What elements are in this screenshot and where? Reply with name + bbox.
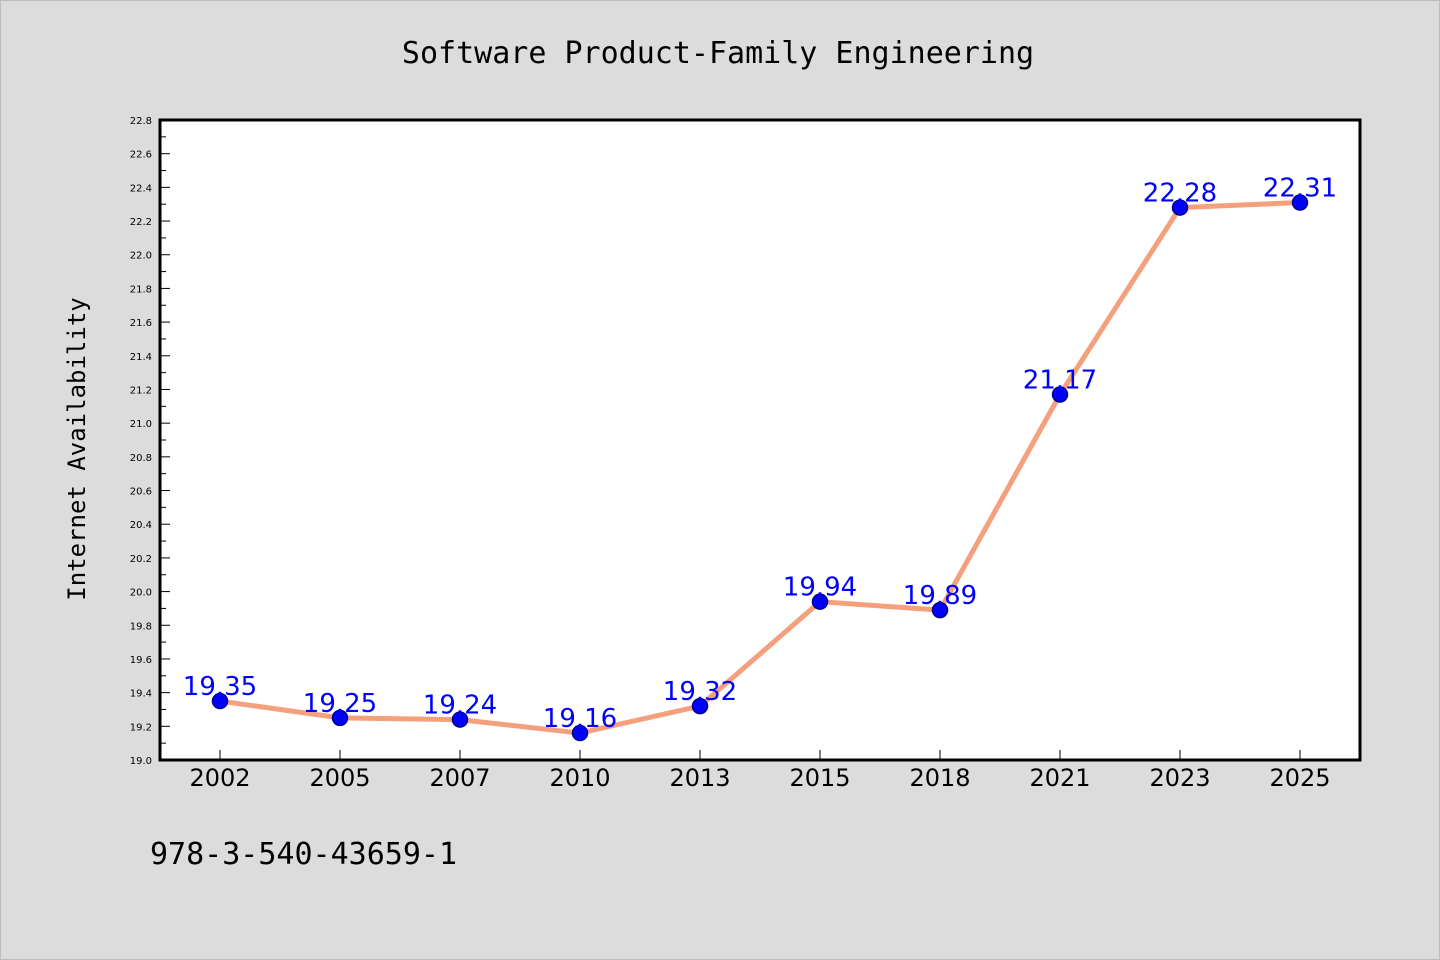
data-point-marker xyxy=(1291,194,1309,211)
plot-area xyxy=(160,120,1360,760)
data-value-label: 21.17 xyxy=(1023,366,1097,396)
x-axis-ticks: 2002 2005 2007 2010 2013 2015 2018 2021 2023 2025 xyxy=(189,750,1331,792)
plot-border xyxy=(158,118,1362,762)
data-value-label: 19.32 xyxy=(663,677,737,707)
x-tick-label: 2015 xyxy=(789,764,850,792)
y-tick-label: 20.4 xyxy=(130,520,152,531)
x-tick-label: 2023 xyxy=(1149,764,1210,792)
y-tick-label: 20.2 xyxy=(130,554,152,565)
y-tick-label: 19.4 xyxy=(130,689,152,700)
x-tick-label: 2013 xyxy=(669,764,730,792)
data-labels: 19.35 19.25 19.24 19.16 19.32 19.94 19.89 21.17… xyxy=(183,174,1337,735)
y-tick-label: 19.8 xyxy=(130,621,152,632)
x-tick-label: 2005 xyxy=(309,764,370,792)
x-tick-label: 2021 xyxy=(1029,764,1090,792)
series-line-group xyxy=(219,200,1301,736)
data-value-label: 22.31 xyxy=(1263,174,1337,204)
y-tick-label: 21.4 xyxy=(130,352,152,363)
y-tick-label: 20.8 xyxy=(130,453,152,464)
data-value-label: 19.24 xyxy=(423,691,497,721)
data-value-label: 19.35 xyxy=(183,672,257,702)
y-tick-label: 19.6 xyxy=(130,655,152,666)
data-point-marker xyxy=(451,711,469,728)
series-line xyxy=(219,200,1301,736)
y-tick-label: 19.2 xyxy=(130,722,152,733)
data-value-label: 19.16 xyxy=(543,704,617,734)
chart-title: Software Product-Family Engineering xyxy=(402,36,1034,71)
y-axis-label: Internet Availability xyxy=(63,297,91,600)
y-tick-label: 21.8 xyxy=(130,284,152,295)
data-value-label: 19.25 xyxy=(303,689,377,719)
data-point-marker xyxy=(811,593,829,610)
x-tick-label: 2025 xyxy=(1269,764,1330,792)
footer-isbn: 978-3-540-43659-1 xyxy=(150,837,457,872)
y-tick-label: 22.8 xyxy=(130,116,152,127)
data-markers xyxy=(211,194,1309,742)
data-point-marker xyxy=(931,601,949,619)
y-tick-label: 19.0 xyxy=(130,756,152,767)
y-tick-label: 22.2 xyxy=(130,217,152,228)
data-value-label: 22.28 xyxy=(1143,179,1217,209)
data-point-marker xyxy=(1171,199,1189,216)
y-tick-label: 20.0 xyxy=(130,588,152,599)
y-axis-ticks: 19.0 19.2 19.4 19.6 19.8 20.0 20.2 20.4 20.6 20.8… xyxy=(130,116,170,767)
y-tick-label: 22.0 xyxy=(130,251,152,262)
y-tick-label: 22.4 xyxy=(130,183,152,194)
data-point-marker xyxy=(571,724,589,742)
x-tick-label: 2018 xyxy=(909,764,970,792)
y-tick-label: 20.6 xyxy=(130,487,152,498)
y-tick-label: 21.2 xyxy=(130,385,152,396)
x-tick-label: 2010 xyxy=(549,764,610,792)
y-tick-label: 22.6 xyxy=(130,150,152,161)
y-tick-label: 21.0 xyxy=(130,419,152,430)
data-point-marker xyxy=(211,692,229,710)
data-point-marker xyxy=(1051,386,1069,403)
y-tick-label: 21.6 xyxy=(130,318,152,329)
data-point-marker xyxy=(691,697,709,715)
data-value-label: 19.94 xyxy=(783,573,857,603)
data-point-marker xyxy=(331,709,349,727)
data-value-label: 19.89 xyxy=(903,581,977,611)
x-tick-label: 2007 xyxy=(429,764,490,792)
x-tick-label: 2002 xyxy=(189,764,250,792)
